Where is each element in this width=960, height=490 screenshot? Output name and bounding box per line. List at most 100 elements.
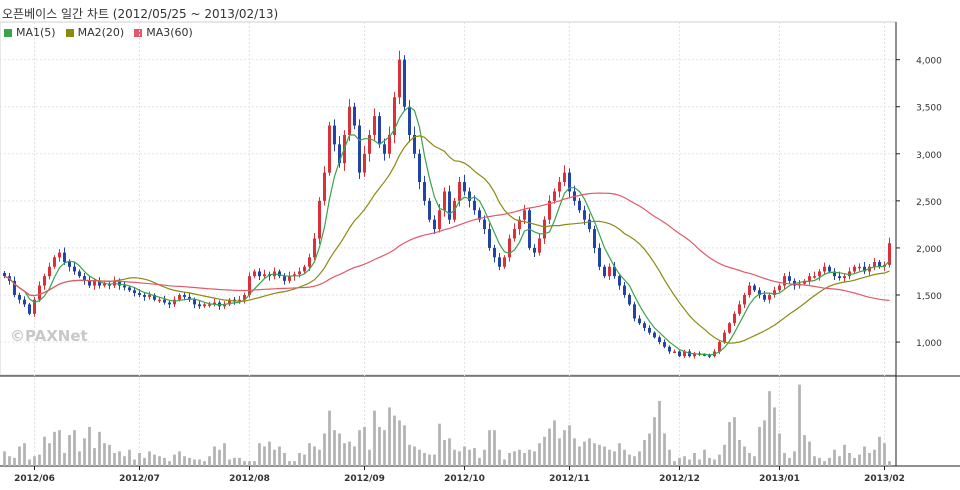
- candle-body: [223, 304, 226, 307]
- legend-label-ma3: MA3(60): [146, 26, 193, 39]
- volume-bar: [798, 384, 801, 466]
- candle-body: [838, 276, 841, 279]
- candle-body: [98, 280, 101, 286]
- candle-body: [508, 238, 511, 258]
- candle-body: [778, 285, 781, 291]
- volume-bar: [368, 449, 371, 466]
- candle-body: [148, 294, 151, 297]
- candle-body: [463, 182, 466, 192]
- x-tick-label: 2012/10: [444, 474, 485, 484]
- candle-body: [308, 257, 311, 267]
- volume-bar: [843, 444, 846, 466]
- legend-item-ma1: MA1(5): [4, 26, 56, 39]
- candle-body: [318, 200, 321, 239]
- candle-body: [583, 210, 586, 220]
- candle-body: [408, 106, 411, 135]
- volume-bar: [438, 423, 441, 466]
- candle-body: [738, 304, 741, 314]
- candle-body: [263, 274, 266, 277]
- candle-body: [203, 304, 206, 307]
- volume-bar: [808, 441, 811, 466]
- volume-bar: [813, 456, 816, 466]
- candle-body: [18, 294, 21, 300]
- candle-body: [13, 280, 16, 295]
- candle-body: [873, 262, 876, 267]
- volume-bar: [883, 443, 886, 466]
- candle-body: [533, 247, 536, 253]
- legend-swatch-ma1: [4, 28, 12, 37]
- volume-bar: [553, 420, 556, 466]
- watermark: ©PAXNet: [10, 327, 88, 345]
- volume-bar: [758, 426, 761, 466]
- candle-body: [393, 97, 396, 135]
- volume-bar: [683, 456, 686, 466]
- candle-body: [153, 294, 156, 300]
- x-tick-label: 2012/07: [119, 474, 160, 484]
- volume-bar: [98, 431, 101, 466]
- volume-bar: [198, 459, 201, 466]
- volume-bar: [733, 417, 736, 466]
- volume-bar: [338, 433, 341, 466]
- volume-bar: [763, 420, 766, 466]
- legend-swatch-ma2: [65, 28, 74, 37]
- candle-body: [48, 266, 51, 277]
- volume-bar: [803, 435, 806, 466]
- volume-bar: [28, 459, 31, 466]
- volume-bar: [383, 430, 386, 466]
- volume-bar: [308, 443, 311, 466]
- volume-bar: [328, 410, 331, 466]
- volume-bar: [498, 449, 501, 466]
- ma-line-1: [4, 105, 890, 356]
- candle-body: [23, 299, 26, 305]
- volume-bar: [738, 439, 741, 466]
- volume-bar: [183, 456, 186, 466]
- volume-bar: [428, 454, 431, 466]
- volume-bar: [208, 456, 211, 466]
- candle-body: [543, 219, 546, 239]
- candle-body: [598, 247, 601, 267]
- candle-body: [888, 243, 891, 265]
- volume-bar: [818, 457, 821, 466]
- volume-bar: [753, 456, 756, 466]
- volume-bar: [878, 436, 881, 466]
- volume-bar: [393, 415, 396, 466]
- candle-body: [288, 276, 291, 281]
- volume-bar: [423, 452, 426, 466]
- candle-body: [403, 59, 406, 107]
- candle-body: [183, 294, 186, 297]
- volume-bar: [148, 451, 151, 466]
- candle-body: [333, 125, 336, 145]
- volume-bar: [783, 452, 786, 466]
- candle-body: [648, 327, 651, 333]
- volume-bar: [503, 459, 506, 466]
- volume-bar: [478, 457, 481, 466]
- candle-body: [498, 257, 501, 267]
- candle-body: [248, 276, 251, 295]
- volume-bar: [623, 449, 626, 466]
- volume-bar: [348, 441, 351, 466]
- volume-bar: [303, 454, 306, 466]
- candle-body: [668, 346, 671, 352]
- price-tick-label: 3,500: [916, 104, 942, 114]
- volume-bar: [413, 446, 416, 466]
- volume-bar: [248, 461, 251, 466]
- volume-bar: [353, 446, 356, 466]
- candle-body: [863, 266, 866, 272]
- price-tick-label: 2,000: [916, 245, 942, 255]
- candle-body: [228, 299, 231, 305]
- x-tick-label: 2012/08: [229, 474, 270, 484]
- volume-bar: [453, 449, 456, 466]
- chart-legend: MA1(5) MA2(20) MA3(60): [4, 26, 193, 39]
- candle-body: [193, 299, 196, 305]
- volume-bar: [888, 461, 891, 466]
- candle-body: [513, 229, 516, 239]
- volume-bar: [373, 410, 376, 466]
- volume-bar: [238, 457, 241, 466]
- volume-bar: [703, 449, 706, 466]
- candle-body: [673, 351, 676, 353]
- volume-bar: [848, 452, 851, 466]
- candle-body: [753, 285, 756, 291]
- candle-body: [128, 287, 131, 291]
- volume-bar: [333, 430, 336, 466]
- volume-bar: [398, 420, 401, 466]
